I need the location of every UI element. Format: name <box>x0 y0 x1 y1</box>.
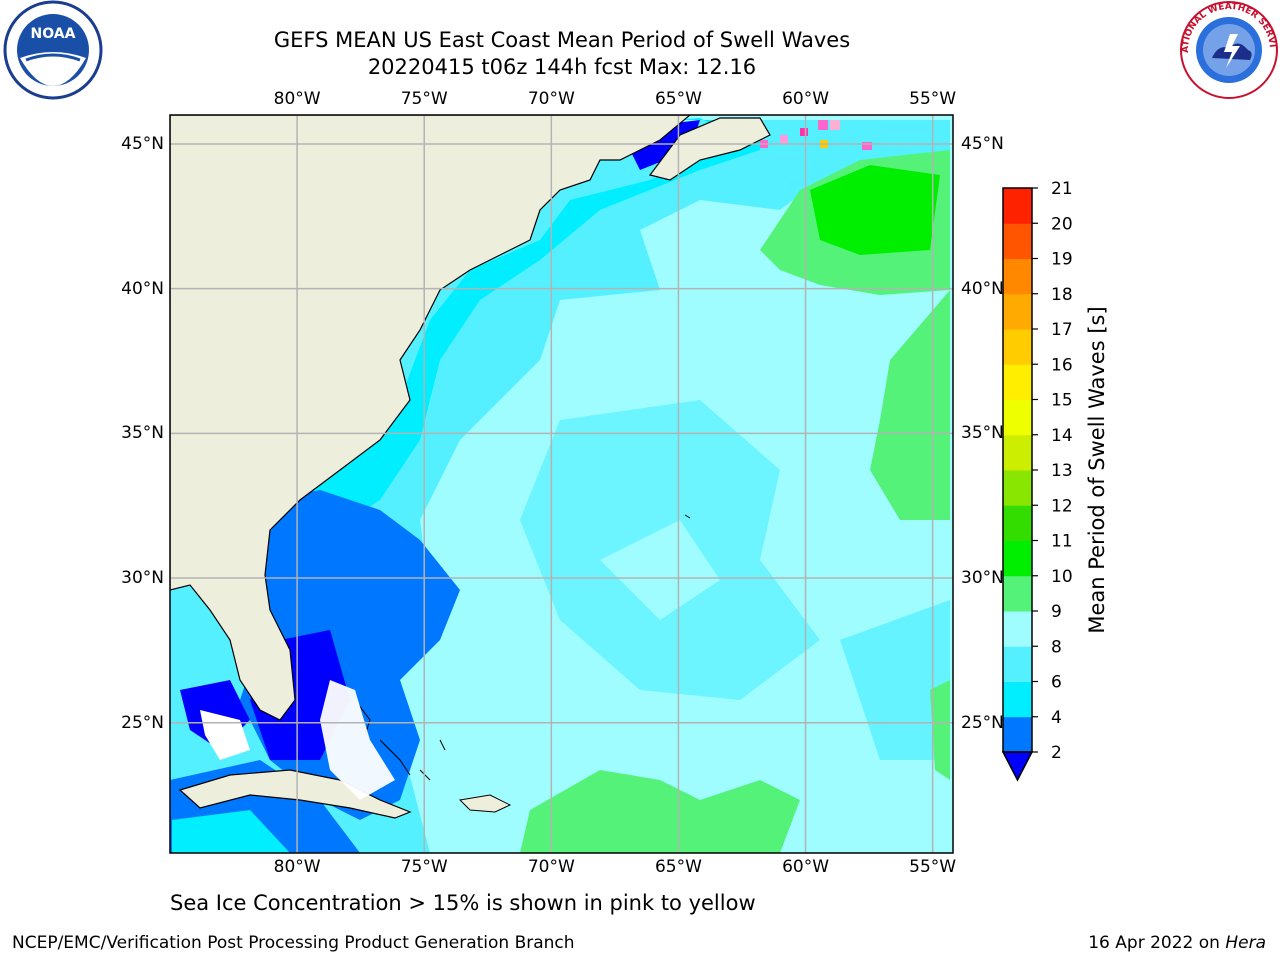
chart-title-line1: GEFS MEAN US East Coast Mean Period of S… <box>273 28 851 52</box>
lon-tick-label-bottom: 65°W <box>654 857 702 877</box>
credit-right: 16 Apr 2022 on Hera <box>1088 932 1266 954</box>
colorbar-tick-label: 21 <box>1051 179 1073 199</box>
lat-tick-label-left: 35°N <box>121 423 164 444</box>
colorbar-segment <box>1003 505 1032 541</box>
credit-host: Hera <box>1225 933 1266 953</box>
colorbar-segment <box>1003 188 1032 224</box>
lon-tick-label-top: 70°W <box>527 89 575 109</box>
colorbar-tick-label: 15 <box>1051 391 1073 411</box>
lat-tick-label-right: 30°N <box>961 568 1004 589</box>
colorbar-segment <box>1003 540 1032 577</box>
map-frame <box>169 114 954 854</box>
colorbar-tick-label: 11 <box>1051 532 1073 552</box>
colorbar-tick-label: 12 <box>1051 496 1073 516</box>
lat-tick-label-right: 35°N <box>961 423 1004 444</box>
colorbar-segment <box>1003 258 1032 295</box>
sea-ice-note: Sea Ice Concentration > 15% is shown in … <box>170 891 756 915</box>
colorbar-tick-label: 16 <box>1051 355 1073 375</box>
north-america-land <box>170 115 691 721</box>
colorbar-segment <box>1003 611 1032 647</box>
lon-tick-label-bottom: 70°W <box>527 857 575 877</box>
lat-tick-label-left: 45°N <box>121 133 164 154</box>
colorbar-tick-label: 20 <box>1051 214 1073 234</box>
lat-tick-label-left: 30°N <box>121 568 164 589</box>
colorbar-tick-label: 19 <box>1051 250 1073 270</box>
lat-tick-label-left: 25°N <box>121 712 164 733</box>
lon-tick-label-top: 65°W <box>654 89 702 109</box>
map-plot-area <box>170 115 953 853</box>
colorbar-segment <box>1003 716 1032 753</box>
colorbar-tick-label: 13 <box>1051 461 1073 481</box>
colorbar-label: Mean Period of Swell Waves [s] <box>1085 306 1109 634</box>
colorbar-tick-label: 4 <box>1051 708 1062 728</box>
region-4-6s <box>260 118 760 600</box>
colorbar-segment <box>1003 681 1032 718</box>
lat-tick-label-right: 25°N <box>961 712 1004 733</box>
credit-date: 16 Apr 2022 on <box>1088 933 1226 953</box>
colorbar-tick-label: 6 <box>1051 673 1062 693</box>
colorbar: 2 4 6 8 9 10 11 12 13 14 15 16 17 18 19 20 21 <box>1001 179 1073 782</box>
colorbar-tick-label: 10 <box>1051 567 1073 587</box>
colorbar-segment <box>1003 399 1032 436</box>
colorbar-segment <box>1003 434 1032 471</box>
colorbar-tick-label: 2 <box>1051 743 1062 763</box>
colorbar-tick-label: 17 <box>1051 320 1073 340</box>
lon-tick-label-bottom: 75°W <box>400 857 448 877</box>
colorbar-segment <box>1003 329 1032 365</box>
colorbar-extend-min <box>1001 751 1034 782</box>
lon-tick-label-bottom: 55°W <box>909 857 957 877</box>
lon-tick-label-top: 75°W <box>400 89 448 109</box>
nws-logo: NATIONAL WEATHER SERVICE <box>1178 0 1278 99</box>
lon-tick-label-bottom: 60°W <box>782 857 830 877</box>
region-9-10s-se <box>520 770 800 853</box>
lat-tick-label-right: 40°N <box>961 278 1004 299</box>
lon-tick-label-top: 80°W <box>273 89 321 109</box>
credit-left: NCEP/EMC/Verification Post Processing Pr… <box>12 933 575 953</box>
lon-tick-label-bottom: 80°W <box>273 857 321 877</box>
colorbar-segment <box>1003 646 1032 682</box>
colorbar-segment <box>1003 223 1032 259</box>
gridlines <box>170 115 953 853</box>
colorbar-tick-label: 9 <box>1051 602 1062 622</box>
chart-title-line2: 20220415 t06z 144h fcst Max: 12.16 <box>367 55 757 79</box>
colorbar-segment <box>1003 293 1032 330</box>
lat-tick-label-right: 45°N <box>961 133 1004 154</box>
lat-tick-label-left: 40°N <box>121 278 164 299</box>
noaa-logo-text: NOAA <box>31 26 76 42</box>
colorbar-segment <box>1003 364 1032 400</box>
noaa-logo: NOAA <box>3 0 103 100</box>
colorbar-segment <box>1003 470 1032 506</box>
lon-tick-label-top: 60°W <box>782 89 830 109</box>
colorbar-tick-label: 8 <box>1051 637 1062 657</box>
colorbar-tick-label: 14 <box>1051 426 1073 446</box>
lon-tick-label-top: 55°W <box>909 89 957 109</box>
colorbar-segment <box>1003 575 1032 612</box>
cuba-land <box>178 769 412 819</box>
region-10-12s <box>810 165 940 255</box>
colorbar-tick-label: 18 <box>1051 285 1073 305</box>
